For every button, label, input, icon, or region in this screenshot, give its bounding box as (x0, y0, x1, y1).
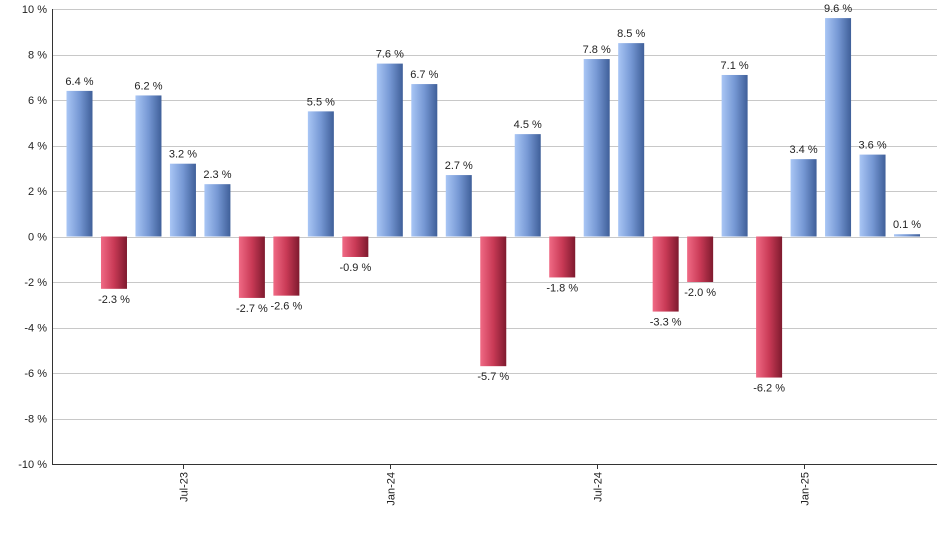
bar (652, 236, 679, 312)
bar (514, 134, 541, 237)
bar (859, 154, 886, 237)
y-tick-label: 8 % (28, 50, 47, 62)
y-tick-label: -6 % (24, 368, 47, 380)
y-tick-label: -8 % (24, 414, 47, 426)
data-label: -0.9 % (339, 262, 371, 274)
data-label: 8.5 % (617, 28, 645, 40)
bar (238, 236, 265, 298)
data-label: 7.1 % (721, 60, 749, 72)
bar (342, 236, 369, 257)
data-label: -1.8 % (546, 282, 578, 294)
bar (721, 74, 748, 237)
data-label: 4.5 % (514, 119, 542, 131)
bar (825, 18, 852, 237)
bar (549, 236, 576, 278)
data-label: 5.5 % (307, 96, 335, 108)
data-label: 7.8 % (583, 44, 611, 56)
data-label: 6.4 % (65, 76, 93, 88)
bar (756, 236, 783, 378)
y-tick-label: 2 % (28, 186, 47, 198)
bar (169, 163, 196, 237)
bar (480, 236, 507, 367)
bar (583, 59, 610, 237)
data-label: 7.6 % (376, 49, 404, 61)
y-tick-label: 6 % (28, 95, 47, 107)
data-label: -3.3 % (650, 317, 682, 329)
y-tick-label: 0 % (28, 232, 47, 244)
x-tick-label: Jul-24 (593, 472, 605, 502)
bar (376, 63, 403, 237)
bar (411, 84, 438, 237)
data-label: 9.6 % (824, 3, 852, 15)
bar (445, 175, 472, 237)
data-label: 6.2 % (134, 80, 162, 92)
data-label: -2.0 % (684, 287, 716, 299)
data-label: 3.4 % (790, 144, 818, 156)
data-label: 3.6 % (858, 140, 886, 152)
axes: 10 % 8 % 6 % 4 % 2 % 0 % -2 % -4 % -6 % -8 % -10 %… (18, 4, 937, 506)
bar (273, 236, 300, 296)
bar (135, 95, 162, 237)
bar (100, 236, 127, 289)
bar (204, 184, 231, 237)
bar (307, 111, 334, 237)
data-label: 0.1 % (893, 219, 921, 231)
y-tick-label: -2 % (24, 277, 47, 289)
y-tick-label: 10 % (22, 4, 47, 16)
data-label: -2.7 % (236, 303, 268, 315)
data-label: -2.3 % (98, 294, 130, 306)
y-tick-label: -4 % (24, 323, 47, 335)
bar (894, 234, 921, 237)
y-tick-label: -10 % (18, 459, 47, 471)
data-label: -5.7 % (477, 371, 509, 383)
bar (790, 159, 817, 237)
bar (618, 43, 645, 237)
bar (687, 236, 714, 282)
y-tick-label: 4 % (28, 141, 47, 153)
x-tick-label: Jan-24 (386, 472, 398, 506)
data-label: -2.6 % (270, 301, 302, 313)
data-label: -6.2 % (753, 383, 785, 395)
x-tick-label: Jan-25 (800, 472, 812, 506)
bar (66, 90, 93, 237)
data-label: 2.7 % (445, 160, 473, 172)
bars (66, 18, 921, 378)
x-tick-label: Jul-23 (179, 472, 191, 502)
data-label: 2.3 % (203, 169, 231, 181)
data-label: 3.2 % (169, 149, 197, 161)
data-labels: 6.4 % -2.3 % 6.2 % 3.2 % 2.3 % -2.7 % -2.6 % 5.… (65, 3, 921, 394)
data-label: 6.7 % (410, 69, 438, 81)
